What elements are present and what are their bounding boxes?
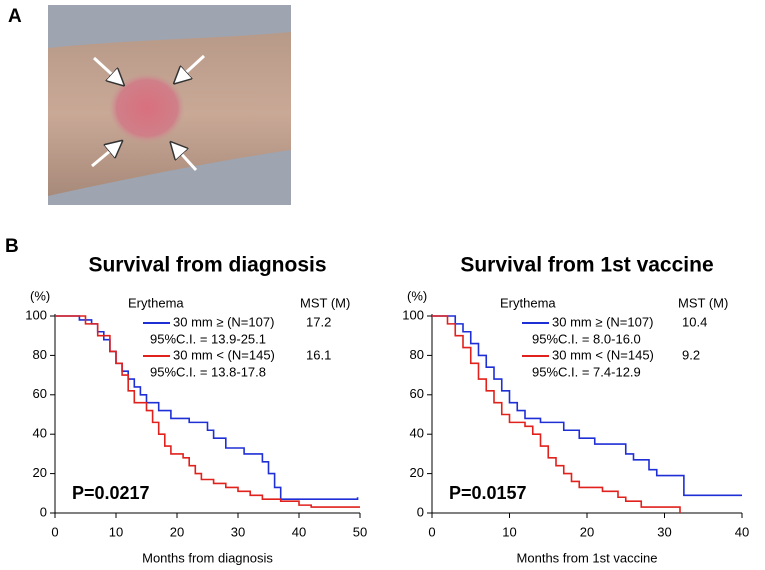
legend-label: 30 mm < (N=145): [552, 347, 654, 362]
x-tick-label: 40: [292, 524, 306, 539]
x-tick-label: 50: [353, 524, 367, 539]
photo: [48, 5, 291, 205]
x-tick-label: 30: [231, 524, 245, 539]
mst-value: 10.4: [682, 314, 707, 329]
x-tick-label: 30: [657, 524, 671, 539]
chart-title: Survival from diagnosis: [88, 254, 326, 277]
y-tick-label: 0: [40, 504, 47, 519]
y-tick-label: 100: [402, 307, 424, 322]
legend-header: Erythema: [500, 295, 556, 310]
panel-label: B: [5, 236, 19, 257]
y-tick-label: 40: [410, 426, 424, 441]
x-tick-label: 10: [109, 524, 123, 539]
legend-label: 30 mm ≥ (N=107): [552, 314, 653, 329]
mst-value: 16.1: [306, 347, 331, 362]
y-tick-label: 20: [33, 465, 47, 480]
x-tick-label: 40: [735, 524, 749, 539]
x-axis-label: Months from diagnosis: [142, 550, 273, 565]
y-tick-label: 20: [410, 465, 424, 480]
panel-label: A: [8, 6, 22, 27]
x-axis-label: Months from 1st vaccine: [517, 550, 658, 565]
x-tick-label: 10: [502, 524, 516, 539]
mst-value: 9.2: [682, 347, 700, 362]
y-tick-label: 80: [410, 347, 424, 362]
y-unit: (%): [407, 288, 427, 303]
p-value: P=0.0217: [72, 483, 150, 503]
confidence-interval: 95%C.I. = 13.8-17.8: [150, 364, 266, 379]
y-tick-label: 100: [25, 307, 47, 322]
y-tick-label: 40: [33, 426, 47, 441]
confidence-interval: 95%C.I. = 13.9-25.1: [150, 331, 266, 346]
mst-header: MST (M): [300, 295, 350, 310]
y-tick-label: 0: [417, 504, 424, 519]
mst-value: 17.2: [306, 314, 331, 329]
x-tick-label: 0: [428, 524, 435, 539]
y-tick-label: 80: [33, 347, 47, 362]
survival-curve: [55, 315, 359, 501]
mst-header: MST (M): [678, 295, 728, 310]
confidence-interval: 95%C.I. = 7.4-12.9: [532, 364, 641, 379]
y-unit: (%): [30, 288, 50, 303]
survival-curve: [432, 315, 681, 513]
x-tick-label: 20: [580, 524, 594, 539]
x-tick-label: 0: [51, 524, 58, 539]
survival-curve: [55, 315, 360, 508]
legend-label: 30 mm ≥ (N=107): [173, 314, 274, 329]
legend-header: Erythema: [128, 295, 184, 310]
x-tick-label: 20: [170, 524, 184, 539]
chart-title: Survival from 1st vaccine: [460, 254, 713, 277]
y-tick-label: 60: [33, 386, 47, 401]
y-tick-label: 60: [410, 386, 424, 401]
legend-label: 30 mm < (N=145): [173, 347, 275, 362]
confidence-interval: 95%C.I. = 8.0-16.0: [532, 331, 641, 346]
survival-curve: [432, 315, 742, 497]
p-value: P=0.0157: [449, 483, 527, 503]
